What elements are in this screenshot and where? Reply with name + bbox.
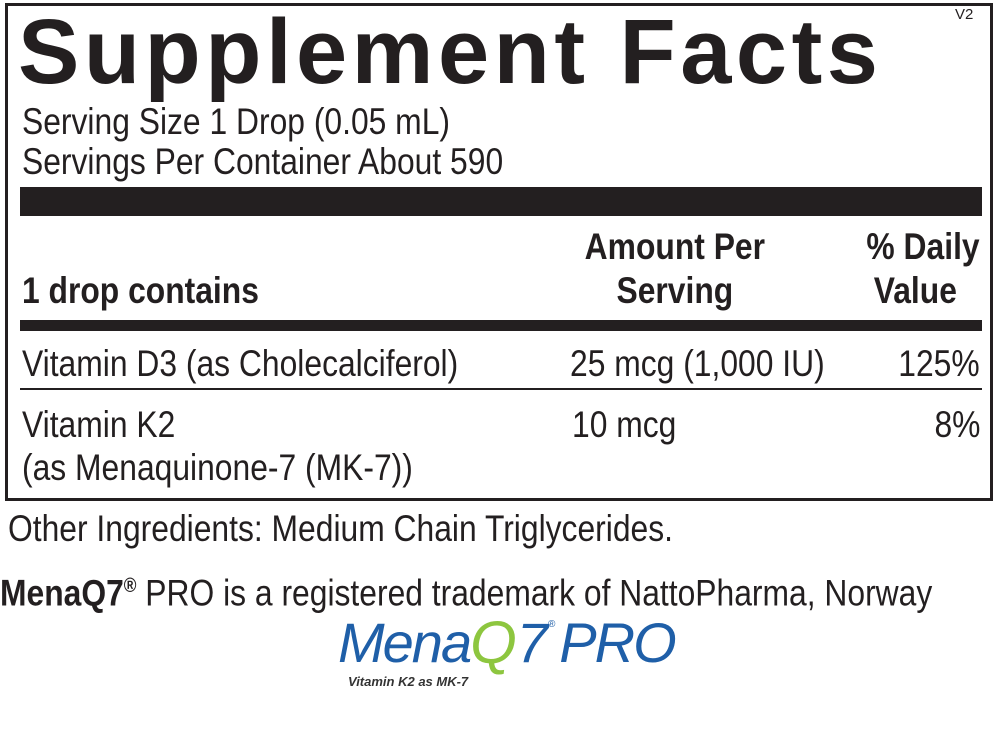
logo-7: 7 (516, 611, 548, 674)
servings-per-container: Servings Per Container About 590 (22, 141, 504, 182)
supplement-facts-panel (5, 3, 993, 501)
trademark-brand: MenaQ7 (0, 572, 124, 614)
trademark-text: PRO is a registered trademark of NattoPh… (136, 572, 933, 614)
nutrient-dv: 8% (934, 404, 980, 445)
menaq7-pro-logo: Mena Q 7 ® PRO Vitamin K2 as MK-7 (338, 609, 677, 690)
logo-mena: Mena (338, 611, 472, 674)
trademark-notice: MenaQ7® PRO is a registered trademark of… (0, 566, 932, 613)
thick-divider (20, 187, 982, 216)
nutrient-amount: 10 mcg (572, 404, 677, 445)
panel-title: Supplement Facts (18, 1, 883, 103)
other-ingredients: Other Ingredients: Medium Chain Triglyce… (8, 508, 673, 549)
nutrient-dv: 125% (898, 343, 980, 384)
nutrient-amount: 25 mcg (1,000 IU) (570, 343, 825, 384)
logo-pro: PRO (559, 611, 676, 674)
amount-header-line1: Amount Per (584, 226, 766, 267)
row-divider (20, 388, 982, 390)
version-label: V2 (955, 6, 974, 23)
logo-registered: ® (547, 619, 556, 630)
nutrient-source: (as Menaquinone-7 (MK-7)) (22, 447, 413, 488)
nutrient-name: Vitamin D3 (as Cholecalciferol) (22, 343, 459, 384)
amount-header-line2: Serving (616, 270, 734, 311)
dv-header-line1: % Daily (866, 226, 980, 267)
nutrient-name: Vitamin K2 (22, 404, 176, 445)
registered-mark: ® (123, 575, 137, 597)
medium-divider (20, 320, 982, 331)
logo-tagline: Vitamin K2 as MK-7 (348, 674, 469, 689)
dv-header-line2: Value (873, 270, 957, 311)
serving-size: Serving Size 1 Drop (0.05 mL) (22, 101, 450, 142)
contains-header: 1 drop contains (22, 270, 259, 311)
logo-q: Q (470, 609, 517, 676)
